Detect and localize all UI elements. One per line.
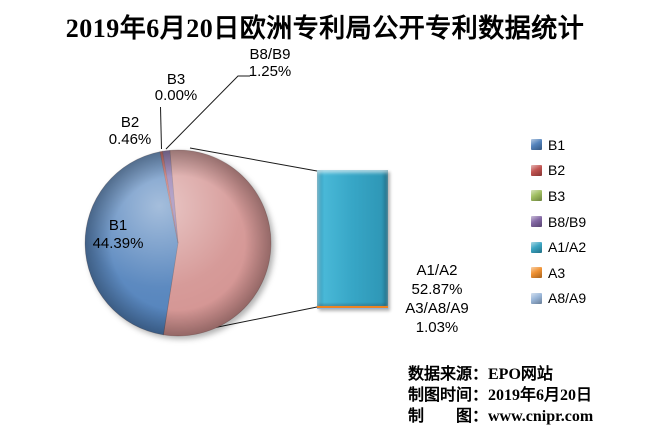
legend-label: A8/A9 bbox=[548, 290, 587, 307]
bar-segment-a1a2 bbox=[317, 170, 388, 306]
legend-label: B2 bbox=[548, 162, 566, 179]
leader-line-b8b9 bbox=[165, 75, 250, 150]
bar-segment-a3 bbox=[317, 306, 388, 308]
legend-item-A1-A2: A1/A2 bbox=[531, 234, 586, 260]
legend-marker-icon bbox=[531, 292, 542, 304]
data-label-a3a8a9-name: A3/A8/A9 bbox=[405, 300, 469, 317]
legend-item-A3: A3 bbox=[531, 260, 586, 286]
data-label-a3a8a9-pct: 1.03% bbox=[415, 319, 459, 336]
data-label-b8b9-name: B8/B9 bbox=[249, 46, 291, 63]
data-label-b8b9: B8/B9 1.25% bbox=[249, 46, 292, 80]
pie bbox=[84, 149, 272, 337]
legend-item-B3: B3 bbox=[531, 183, 586, 209]
data-label-bar-group: A1/A2 52.87% A3/A8/A9 1.03% bbox=[405, 261, 468, 337]
data-label-b1-name: B1 bbox=[108, 217, 128, 234]
bar-segment-a8a9 bbox=[317, 308, 388, 309]
legend-item-A8-A9: A8/A9 bbox=[531, 286, 586, 312]
data-label-a1a2-name: A1/A2 bbox=[416, 262, 458, 279]
leader-line-b3 bbox=[160, 106, 162, 150]
footer-credit: 制 图：www.cnipr.com bbox=[408, 408, 594, 425]
footer-date: 制图时间：2019年6月20日 bbox=[408, 387, 593, 404]
data-label-b3: B3 0.00% bbox=[155, 72, 198, 104]
data-label-a1a2-pct: 52.87% bbox=[411, 281, 463, 298]
legend-label: B8/B9 bbox=[548, 213, 587, 230]
legend-item-B1: B1 bbox=[531, 132, 586, 158]
data-label-b2: B2 0.46% bbox=[109, 114, 152, 148]
data-label-b2-pct: 0.46% bbox=[108, 131, 152, 148]
chart-title: 2019年6月20日欧洲专利局公开专利数据统计 bbox=[65, 14, 585, 43]
legend-item-B2: B2 bbox=[531, 158, 586, 184]
legend-item-B8-B9: B8/B9 bbox=[531, 209, 586, 235]
legend-marker-icon bbox=[531, 216, 542, 228]
data-label-b2-name: B2 bbox=[120, 114, 140, 131]
legend-marker-icon bbox=[531, 267, 542, 279]
bar-of-pie bbox=[317, 170, 388, 309]
connector-line-bottom bbox=[212, 306, 318, 329]
data-label-b1-pct: 44.39% bbox=[92, 235, 144, 252]
data-label-b8b9-pct: 1.25% bbox=[248, 63, 292, 80]
footer-source: 数据来源：EPO网站 bbox=[408, 366, 553, 383]
legend-label: A3 bbox=[548, 264, 566, 281]
legend-label: B1 bbox=[548, 136, 566, 153]
legend-marker-icon bbox=[531, 190, 542, 202]
legend-marker-icon bbox=[531, 241, 542, 253]
legend-marker-icon bbox=[531, 164, 542, 176]
connector-line-top bbox=[189, 147, 318, 172]
data-label-b3-pct: 0.00% bbox=[154, 87, 198, 104]
data-label-b1: B1 44.39% bbox=[93, 217, 144, 253]
legend-label: A1/A2 bbox=[548, 239, 587, 256]
legend-label: B3 bbox=[548, 187, 566, 204]
legend-marker-icon bbox=[531, 139, 542, 151]
data-label-b3-name: B3 bbox=[166, 71, 186, 88]
pie-edge-shade bbox=[85, 150, 271, 336]
legend: B1 B2 B3 B8/B9 A1/A2 A3 A8/A9 bbox=[531, 132, 586, 311]
chart-footer: 数据来源：EPO网站 制图时间：2019年6月20日 制 图：www.cnipr… bbox=[408, 364, 593, 427]
